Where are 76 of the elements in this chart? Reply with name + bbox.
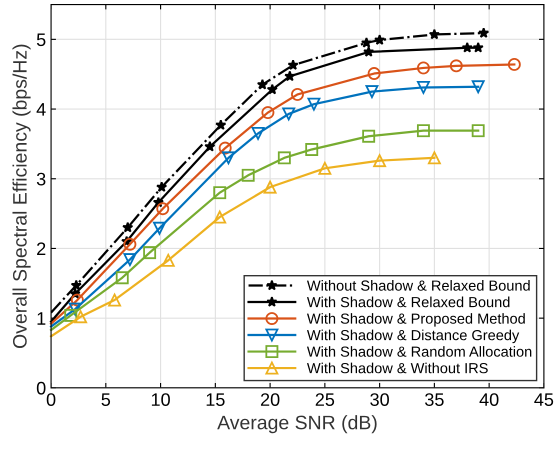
point — [508, 58, 521, 71]
legend-label: Without Shadow & Relaxed Bound — [306, 280, 530, 291]
y-tick-label: 1 — [38, 312, 46, 325]
x-tick-label: 35 — [425, 393, 444, 406]
x-tick-label: 45 — [534, 393, 554, 406]
point — [153, 222, 166, 235]
x-tick-label: 15 — [206, 393, 225, 406]
point — [213, 210, 226, 224]
point — [416, 80, 430, 94]
point — [450, 59, 463, 72]
legend-label: With Shadow & Random Allocation — [306, 346, 532, 357]
y-tick-label: 3 — [36, 172, 46, 186]
point — [478, 27, 490, 38]
point — [472, 42, 484, 53]
point — [374, 34, 386, 45]
point — [368, 67, 381, 80]
point — [261, 106, 274, 120]
x-tick-label: 40 — [480, 393, 498, 406]
x-tick-label: 30 — [370, 393, 389, 406]
point — [215, 119, 226, 130]
point — [472, 124, 485, 138]
point — [362, 130, 376, 143]
point — [123, 238, 136, 251]
x-tick-label: 10 — [152, 393, 170, 406]
point — [123, 253, 136, 266]
point — [472, 80, 485, 94]
point — [204, 140, 216, 152]
legend-label: With Shadow & Without IRS — [306, 362, 488, 374]
y-tick-label: 4 — [36, 103, 46, 116]
point — [282, 107, 296, 120]
point — [74, 310, 88, 324]
x-axis-title: Average SNR (dB) — [217, 415, 377, 434]
point — [252, 126, 265, 140]
legend-label: With Shadow & Proposed Method — [306, 313, 525, 327]
legend-label: With Shadow & Distance Greedy — [306, 330, 520, 344]
point — [365, 85, 378, 98]
point — [242, 168, 255, 182]
point — [64, 308, 78, 322]
point — [363, 46, 374, 57]
point — [291, 88, 304, 101]
y-tick-label: 2 — [37, 242, 46, 255]
point — [213, 186, 226, 200]
point — [428, 28, 440, 40]
y-axis-title: Overall Spectral Efficiency (bps/Hz) — [12, 44, 31, 348]
y-tick-label: 5 — [36, 33, 46, 46]
point — [162, 254, 175, 267]
point — [143, 246, 156, 260]
point — [264, 180, 277, 194]
point — [462, 42, 473, 53]
point — [266, 84, 278, 94]
point — [428, 151, 441, 164]
point — [284, 70, 296, 82]
legend-label: With Shadow & Relaxed Bound — [306, 296, 510, 308]
point — [318, 162, 332, 175]
point — [256, 78, 268, 90]
point — [108, 294, 122, 306]
point — [116, 271, 129, 284]
point — [307, 98, 320, 111]
point — [288, 59, 299, 70]
point — [305, 143, 318, 156]
x-tick-label: 20 — [260, 393, 280, 406]
point — [222, 151, 235, 164]
point — [416, 61, 430, 74]
x-tick-label: 0 — [46, 393, 56, 406]
point — [68, 302, 82, 316]
point — [373, 154, 386, 168]
point — [416, 124, 430, 138]
point — [360, 37, 372, 48]
point — [156, 202, 170, 216]
point — [156, 181, 168, 192]
point — [122, 222, 134, 232]
y-tick-label: 0 — [36, 382, 46, 395]
x-tick-label: 25 — [316, 393, 334, 406]
point — [278, 151, 291, 164]
point — [218, 142, 232, 155]
x-tick-label: 5 — [102, 393, 110, 406]
